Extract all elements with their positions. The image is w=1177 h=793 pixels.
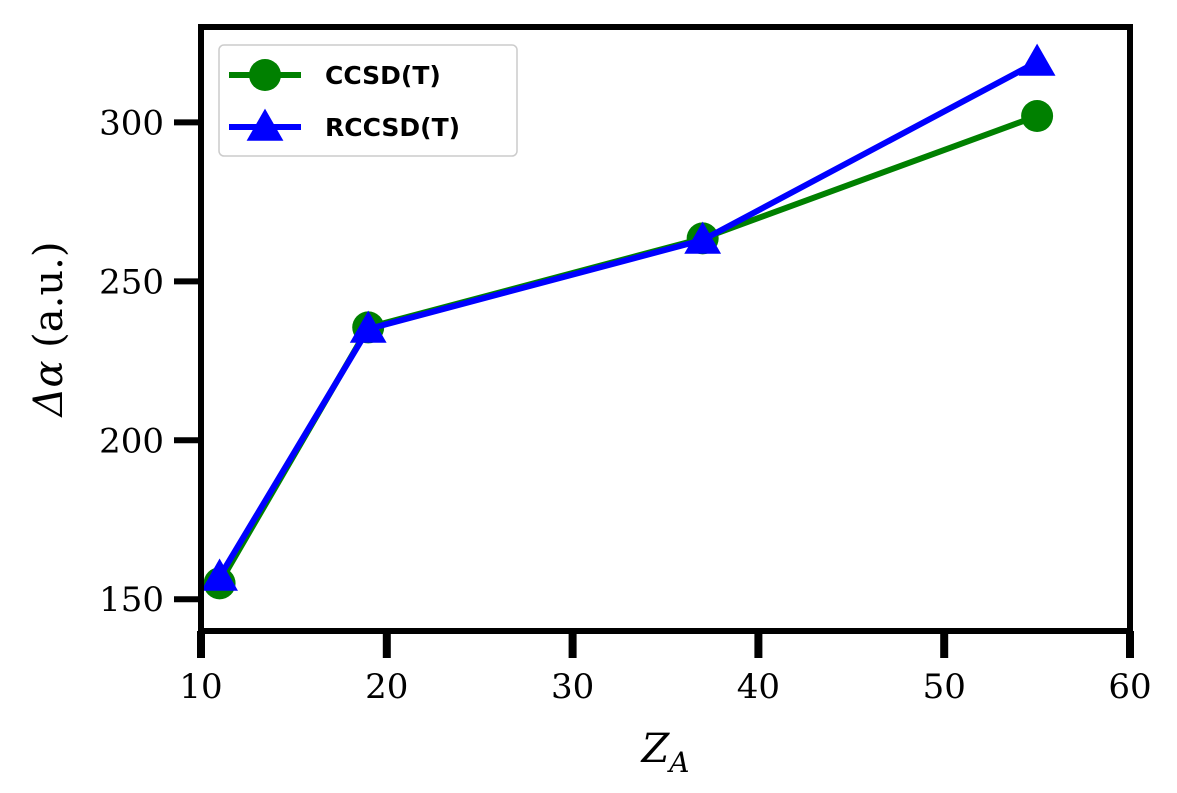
legend-label: CCSD(T) (325, 61, 441, 90)
y-tick-label: 150 (99, 580, 164, 620)
series-line (217, 59, 1039, 579)
series-layer (201, 43, 1056, 600)
x-tick-label: 30 (551, 667, 594, 707)
data-point-triangle (684, 221, 722, 254)
series-line (216, 113, 1039, 585)
legend-triangle-marker (246, 108, 284, 141)
legend: CCSD(T) RCCSD(T) (218, 44, 518, 157)
data-point-triangle (1018, 43, 1056, 76)
ticks-layer: 10 20 30 40 50 60 150 200 250 300 (99, 103, 1152, 707)
y-axis-label-symbol: Δα (26, 361, 72, 419)
legend-label: RCCSD(T) (325, 113, 460, 142)
x-tick-label: 40 (737, 667, 780, 707)
x-tick-label: 20 (365, 667, 408, 707)
x-tick-label: 50 (923, 667, 966, 707)
data-point-triangle (201, 558, 238, 591)
data-point-circle (1021, 100, 1054, 133)
x-tick-label: 10 (179, 667, 222, 707)
x-axis-label: ZA (639, 726, 689, 779)
plot-frame (198, 24, 1133, 634)
y-axis-label: Δα (a.u.) (26, 242, 72, 419)
y-axis-label-unit: (a.u.) (26, 242, 72, 361)
series-group (201, 43, 1056, 591)
x-axis-label-subscript: A (666, 746, 689, 779)
legend-circle-marker (249, 59, 281, 91)
series-group (203, 100, 1054, 600)
y-tick-label: 250 (99, 262, 164, 302)
y-tick-label: 300 (99, 103, 164, 143)
y-tick-label: 200 (99, 421, 164, 461)
x-axis-label-main: Z (639, 726, 670, 772)
data-point-triangle (349, 310, 387, 343)
x-tick-label: 60 (1108, 667, 1151, 707)
